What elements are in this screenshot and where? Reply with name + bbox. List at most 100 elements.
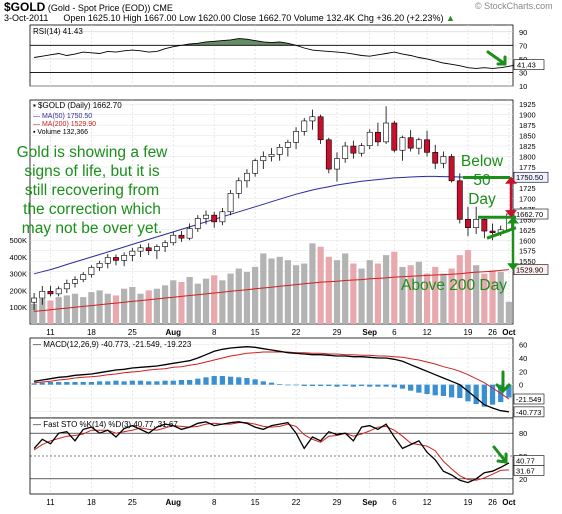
candle-body (334, 158, 340, 170)
x-tick-label: 18 (87, 328, 96, 337)
macd-histogram-bar (47, 382, 54, 385)
candle-body (432, 152, 439, 164)
macd-histogram-bar (219, 376, 226, 385)
candle-body (219, 211, 226, 223)
volume-bar (481, 273, 488, 324)
macd-histogram-bar (260, 381, 266, 385)
macd-histogram-bar (342, 384, 348, 386)
volume-tick-label: 400K (9, 253, 27, 262)
volume-tick-label: 500K (9, 236, 27, 245)
volume-bar (342, 253, 349, 324)
price-last-value-box (513, 208, 549, 220)
macd-histogram-bar (203, 377, 209, 385)
candle-body (235, 180, 242, 194)
high-value: 1667.00 (144, 13, 177, 23)
x-tick-label-bottom: 18 (87, 498, 96, 507)
macd-histogram-bar (350, 384, 356, 387)
low-value: 1620.00 (198, 13, 231, 23)
volume-legend: ▪ Volume 132,366 (33, 129, 88, 136)
sto-k-line (33, 421, 510, 484)
x-tick-label-bottom: 25 (128, 498, 137, 507)
volume-bar (366, 260, 373, 324)
macd-histogram-bar (448, 384, 455, 398)
volume-bar (243, 271, 251, 324)
price-tick-label: 1575 (519, 247, 536, 256)
price-last-value-box (513, 264, 549, 275)
x-tick-label: Oct (502, 328, 516, 337)
quote-line: 3-Oct-2011 Open 1625.10 High 1667.00 Low… (4, 13, 455, 23)
macd-last-value-box (513, 406, 545, 418)
price-tick-label: 1550 (519, 257, 536, 266)
price-tick-label: 1775 (519, 163, 536, 172)
annotation-below-line: Below 50 (460, 153, 504, 189)
macd-title: — MACD(12,26,9) -40.773, -21.549, -19.22… (33, 340, 192, 349)
macd-histogram-bar (489, 384, 496, 405)
annotation-main-line: the correction which (23, 201, 161, 218)
candle-body (47, 291, 54, 295)
annotation-main-line: still recovering from (24, 182, 160, 199)
volume-bar (505, 301, 513, 324)
candle-body (424, 139, 430, 153)
macd-histogram-bar (187, 380, 193, 385)
macd-histogram-bar (88, 382, 95, 385)
macd-histogram-bar (252, 379, 258, 385)
macd-tick-label: 20 (519, 367, 527, 376)
sto-last-value-box (513, 465, 545, 476)
macd-histogram-bar (137, 380, 144, 385)
red-arrow-down-head-icon (505, 210, 517, 218)
volume-bar (153, 288, 161, 324)
x-tick-label: 29 (333, 328, 342, 337)
volume-bar (284, 260, 291, 324)
macd-panel-frame (29, 337, 514, 419)
macd-last-value: -40.773 (516, 408, 541, 417)
macd-histogram-bar (465, 384, 471, 402)
macd-histogram-bar (211, 376, 217, 385)
rsi-tick-label: 50 (519, 55, 527, 64)
price-tick-label: 1825 (519, 142, 536, 151)
volume-bar (432, 266, 439, 324)
candle-body (211, 214, 218, 223)
volume-bar (104, 293, 111, 324)
macd-tick-label: 60 (519, 341, 527, 350)
volume-bar (121, 288, 128, 324)
ma50-line (33, 175, 509, 275)
candle-body (252, 160, 259, 174)
macd-tick-label: 40 (519, 354, 527, 363)
macd-histogram-bar (105, 381, 111, 385)
price-tick-label: 1925 (519, 100, 536, 109)
candle-body (268, 154, 275, 157)
macd-histogram-bar (244, 378, 250, 385)
macd-histogram-bar (72, 382, 78, 385)
green-arrow-up-head-icon (507, 216, 519, 224)
x-tick-label: 19 (464, 328, 473, 337)
macd-histogram-bar (317, 384, 324, 386)
candle-body (227, 193, 234, 213)
price-title: ▪ $GOLD (Daily) 1662.70 (33, 101, 122, 110)
candle-body (153, 246, 160, 252)
macd-histogram-bar (277, 384, 283, 385)
macd-histogram-bar (424, 384, 430, 394)
macd-histogram-bar (293, 384, 299, 386)
x-tick-label-bottom: Oct (502, 498, 516, 507)
sto-d-line (33, 422, 509, 481)
candle-body (137, 247, 144, 252)
macd-histogram-bar (440, 384, 447, 396)
x-tick-label-bottom: 15 (251, 498, 260, 507)
macd-line (33, 346, 509, 413)
macd-histogram-bar (31, 383, 37, 385)
volume-bar (276, 256, 283, 324)
symbol-name: (Gold - Spot Price (EOD)) (47, 3, 151, 13)
candle-body (96, 262, 103, 268)
volume-tick-label: 300K (9, 270, 27, 279)
macd-last-value-box (513, 393, 545, 405)
macd-histogram-bar (154, 381, 160, 385)
macd-histogram-bar (383, 384, 389, 387)
volume-bar (137, 293, 144, 324)
volume-bar (47, 300, 54, 324)
x-tick-label-bottom: 19 (464, 498, 473, 507)
green-arrow-down-head-icon (507, 263, 519, 271)
candle-body (325, 139, 332, 170)
macd-tick-label: 0 (519, 381, 523, 390)
x-tick-label: Aug (165, 328, 181, 337)
candle-body (88, 267, 95, 275)
